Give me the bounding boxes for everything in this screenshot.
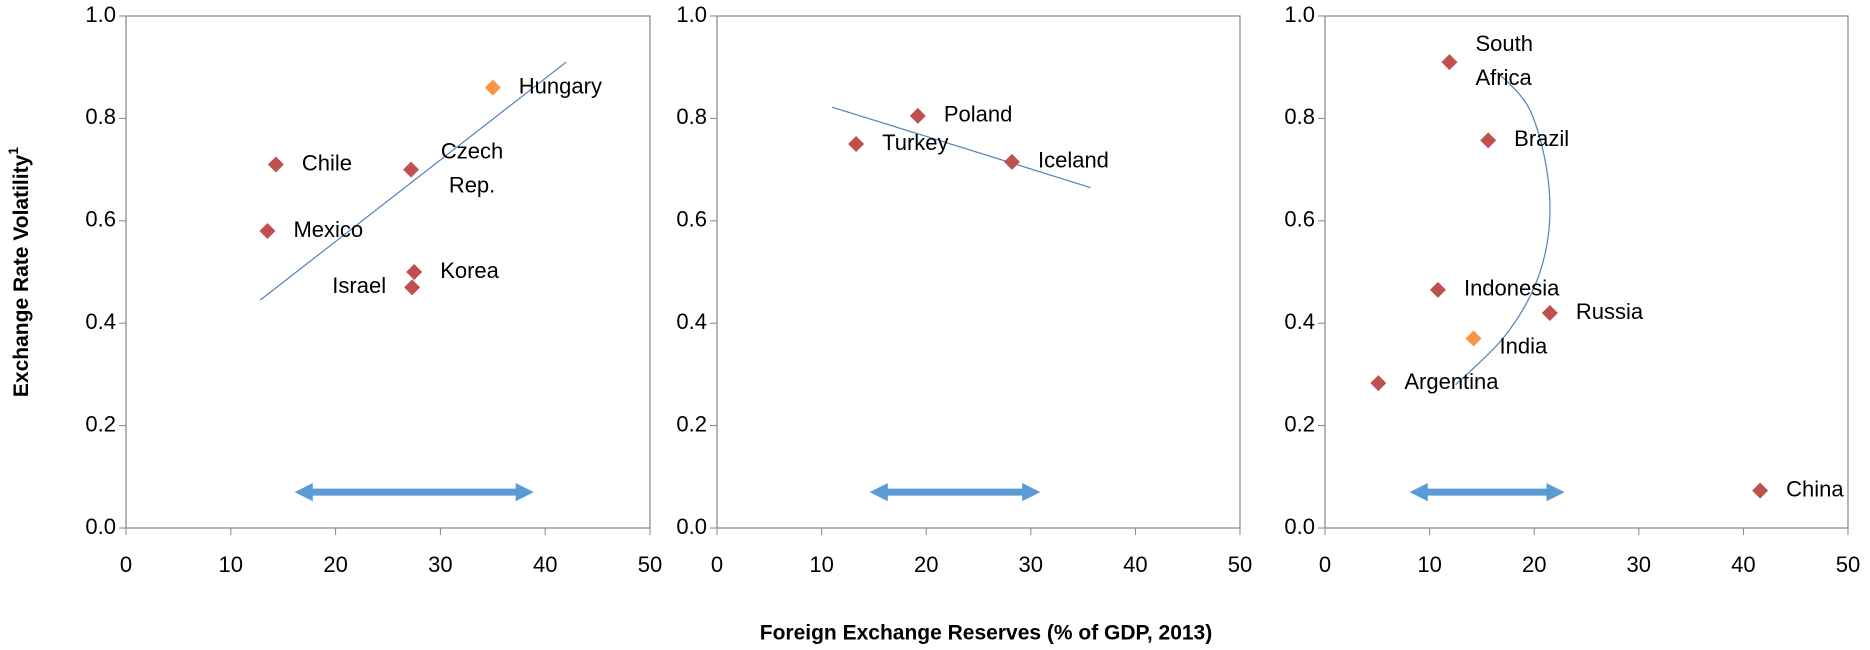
x-tick-label: 20 bbox=[914, 552, 938, 577]
point-label: Mexico bbox=[293, 217, 363, 242]
x-tick-label: 0 bbox=[120, 552, 132, 577]
y-tick-label: 0.6 bbox=[1284, 207, 1315, 232]
data-point bbox=[1429, 281, 1446, 298]
plot-frame bbox=[125, 15, 651, 529]
x-tick-label: 0 bbox=[1319, 552, 1331, 577]
trend-line bbox=[1455, 71, 1551, 386]
y-tick-label: 0.8 bbox=[1284, 104, 1315, 129]
point-label: Turkey bbox=[882, 130, 948, 155]
data-point bbox=[848, 136, 865, 152]
point-label: Iceland bbox=[1038, 148, 1109, 173]
point-label: Hungary bbox=[519, 73, 602, 98]
point-label: Poland bbox=[944, 102, 1013, 127]
x-axis-title: Foreign Exchange Reserves (% of GDP, 201… bbox=[760, 622, 1212, 645]
data-point bbox=[1480, 132, 1497, 149]
x-tick-label: 50 bbox=[1836, 552, 1860, 577]
data-point bbox=[1752, 482, 1769, 499]
x-tick-label: 20 bbox=[323, 552, 347, 577]
y-tick-label: 0.4 bbox=[1284, 309, 1315, 334]
plot-frame bbox=[1324, 15, 1849, 529]
y-tick-label: 1.0 bbox=[85, 2, 116, 27]
trend-line bbox=[259, 61, 567, 301]
data-point bbox=[404, 279, 421, 296]
data-point bbox=[259, 223, 276, 240]
y-tick-label: 0.2 bbox=[85, 411, 116, 436]
y-tick-label: 0.8 bbox=[85, 104, 116, 129]
x-tick-label: 30 bbox=[1019, 552, 1043, 577]
y-axis-title: Exchange Rate Volatility1 bbox=[5, 147, 33, 397]
x-tick-label: 0 bbox=[711, 552, 723, 577]
data-point bbox=[1465, 330, 1482, 347]
data-point bbox=[267, 156, 284, 173]
point-label: Czech Rep. bbox=[441, 138, 503, 197]
y-tick-label: 0.0 bbox=[85, 514, 116, 539]
x-tick-label: 40 bbox=[533, 552, 557, 577]
y-tick-label: 0.4 bbox=[85, 309, 116, 334]
data-point bbox=[1003, 153, 1020, 170]
trend-line bbox=[831, 106, 1091, 189]
point-label: Brazil bbox=[1514, 126, 1569, 151]
x-tick-label: 30 bbox=[1627, 552, 1651, 577]
y-tick-label: 1.0 bbox=[1284, 2, 1315, 27]
x-tick-label: 10 bbox=[219, 552, 243, 577]
x-tick-label: 40 bbox=[1123, 552, 1147, 577]
data-point bbox=[1370, 375, 1387, 392]
point-label: Argentina bbox=[1404, 369, 1499, 394]
x-tick-label: 10 bbox=[1417, 552, 1441, 577]
x-tick-label: 10 bbox=[809, 552, 833, 577]
data-point bbox=[403, 161, 420, 178]
data-point bbox=[909, 107, 926, 124]
y-tick-label: 0.2 bbox=[1284, 411, 1315, 436]
point-label: Chile bbox=[302, 150, 352, 175]
y-tick-label: 1.0 bbox=[676, 2, 707, 27]
x-tick-label: 50 bbox=[1228, 552, 1252, 577]
point-label: Indonesia bbox=[1464, 276, 1560, 301]
x-tick-label: 40 bbox=[1731, 552, 1755, 577]
point-label: South Africa bbox=[1475, 31, 1533, 90]
point-label: Russia bbox=[1576, 299, 1644, 324]
y-tick-label: 0.4 bbox=[676, 309, 707, 334]
y-tick-label: 0.2 bbox=[676, 411, 707, 436]
data-point bbox=[1441, 54, 1458, 71]
y-tick-label: 0.0 bbox=[676, 514, 707, 539]
data-point bbox=[406, 264, 423, 280]
x-tick-label: 30 bbox=[428, 552, 452, 577]
point-label: China bbox=[1786, 476, 1844, 501]
data-point bbox=[1541, 304, 1558, 321]
x-tick-label: 20 bbox=[1522, 552, 1546, 577]
plot-frame bbox=[716, 15, 1241, 529]
x-tick-label: 50 bbox=[638, 552, 662, 577]
y-tick-label: 0.0 bbox=[1284, 514, 1315, 539]
y-tick-label: 0.6 bbox=[676, 207, 707, 232]
y-tick-label: 0.6 bbox=[85, 207, 116, 232]
point-label: India bbox=[1500, 333, 1548, 358]
point-label: Israel bbox=[332, 273, 386, 298]
point-label: Korea bbox=[440, 258, 499, 283]
data-point bbox=[484, 79, 501, 96]
y-tick-label: 0.8 bbox=[676, 104, 707, 129]
